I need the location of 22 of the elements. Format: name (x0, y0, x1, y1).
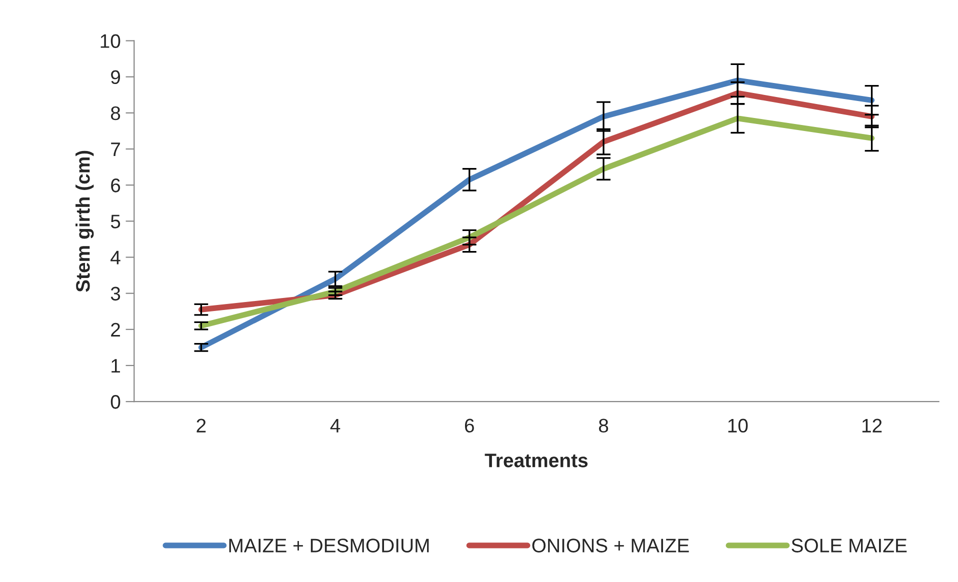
x-tick-label: 2 (196, 418, 206, 432)
legend-label: ONIONS + MAIZE (532, 538, 689, 552)
y-tick-label: 1 (112, 359, 120, 373)
y-tick-label: 3 (110, 286, 120, 301)
y-tick-label: 2 (111, 322, 120, 336)
y-tick-label: 5 (110, 214, 120, 228)
y-tick-label: 8 (110, 106, 120, 120)
x-tick-label: 12 (862, 418, 882, 432)
x-tick-label: 10 (728, 418, 748, 433)
x-tick-label: 4 (330, 418, 340, 432)
legend-label: MAIZE + DESMODIUM (229, 538, 429, 552)
y-tick-label: 9 (111, 70, 120, 84)
y-tick-label: 10 (100, 34, 120, 48)
x-tick-label: 8 (598, 418, 608, 433)
y-tick-label: 0 (110, 395, 120, 409)
y-tick-label: 6 (111, 178, 120, 192)
y-tick-label: 7 (111, 142, 120, 156)
x-tick-label: 6 (465, 418, 474, 433)
legend-label: SOLE MAIZE (792, 538, 907, 552)
x-axis-title: Treatments (484, 454, 588, 468)
y-tick-label: 4 (110, 250, 120, 264)
y-axis-title: Stem girth (cm) (76, 150, 94, 292)
